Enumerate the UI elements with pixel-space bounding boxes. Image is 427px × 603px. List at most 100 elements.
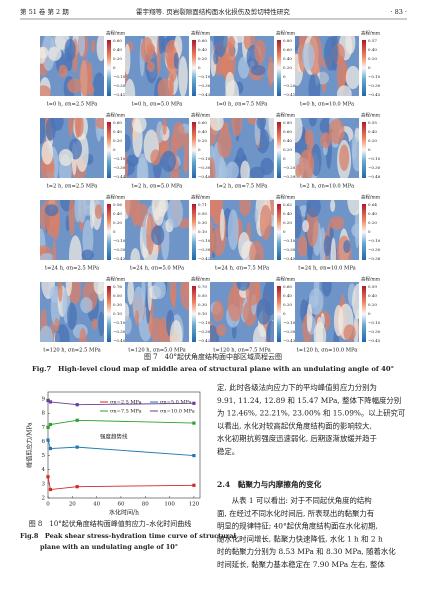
map-blob — [184, 282, 189, 299]
colorbar-tick-label: −0.10 — [368, 320, 381, 325]
colorbar-tick-label: −0.30 — [283, 329, 296, 334]
colorbar-title: 高程/mm — [106, 276, 126, 283]
colorbar-tick-label: −0.30 — [368, 329, 381, 334]
colorbar-tick-label: 0.50 — [198, 293, 207, 298]
colorbar-tick-label: 0.40 — [283, 138, 292, 143]
colorbar-tick-label: −0.10 — [198, 238, 211, 243]
colorbar-tick-label: 0.20 — [198, 56, 207, 61]
map-blob — [98, 311, 104, 337]
map-blob — [57, 282, 63, 302]
header-left: 第 51 卷 第 2 期 — [20, 7, 69, 16]
map-field — [300, 282, 359, 342]
map-blob — [153, 282, 166, 299]
colorbar-title: 高程/mm — [191, 276, 211, 283]
map-blob — [40, 118, 47, 145]
colorbar-tick-label: −0.30 — [368, 83, 381, 88]
map-blob — [225, 161, 239, 178]
colorbar-title: 高程/mm — [361, 194, 381, 201]
colorbar-tick-label: 0 — [283, 74, 286, 79]
colorbar-tick-label: 0.40 — [368, 129, 377, 134]
map-field — [40, 36, 104, 96]
colorbar-tick-label: 0.10 — [198, 311, 207, 316]
colorbar-tick-label: −0.43 — [283, 338, 296, 343]
cloud-map: 高程/mm0.56 0.40 0.20 0 −0.10 −0.30 −0.43 t=24 h,… — [40, 194, 126, 272]
map-blob — [92, 72, 104, 96]
series-line — [47, 419, 194, 428]
map-blob — [40, 85, 52, 96]
colorbar-tick-label: 0.40 — [368, 211, 377, 216]
map-blob — [231, 118, 243, 137]
map-blob — [212, 300, 224, 322]
map-blob — [219, 208, 225, 241]
x-axis-label: 水化时间/h — [109, 509, 139, 517]
colorbar-title: 高程/mm — [191, 30, 211, 37]
colorbar-tick-label: 0.20 — [283, 302, 292, 307]
map-blob — [233, 282, 238, 309]
map-blob — [132, 118, 143, 158]
series-line — [47, 439, 194, 457]
colorbar-tick-label: 0.20 — [368, 302, 377, 307]
map-blob — [52, 240, 57, 260]
map-blob — [69, 282, 82, 305]
map-blob — [336, 235, 352, 260]
colorbar-tick-label: −0.30 — [113, 165, 126, 170]
legend-label: σn=7.5 MPa — [110, 409, 142, 415]
map-field — [295, 118, 359, 178]
colorbar-title: 高程/mm — [361, 112, 381, 119]
colorbar-tick-label: −0.48 — [368, 174, 381, 179]
colorbar-tick-label: −0.30 — [198, 165, 211, 170]
map-blob — [308, 118, 317, 127]
colorbar-tick-label: 0.80 — [283, 38, 292, 43]
map-blob — [239, 200, 251, 216]
y-tick-label: 8 — [42, 411, 46, 417]
colorbar-tick-label: −0.10 — [113, 156, 126, 161]
map-blob — [167, 200, 183, 228]
map-blob — [140, 37, 154, 63]
body-line: 随水化时间增长, 黏聚力快速降低, 水化 1 h 和 2 h — [217, 534, 383, 543]
map-field — [125, 200, 189, 260]
map-blob — [345, 65, 359, 90]
map-blob — [323, 235, 332, 257]
map-blob — [210, 220, 214, 256]
body-line: 时间延长, 黏聚力基本稳定在 7.90 MPa 左右, 整体 — [217, 560, 385, 569]
y-tick-label: 9 — [42, 397, 46, 403]
colorbar-tick-label: 0 — [283, 229, 286, 234]
map-field — [125, 118, 189, 178]
colorbar-tick-label: −0.10 — [283, 238, 296, 243]
panel-label: t=2 h, σn=10.0 MPa — [300, 184, 354, 190]
map-blob — [151, 225, 165, 246]
colorbar-tick-label: −0.45 — [368, 338, 381, 343]
y-tick-label: 7 — [42, 425, 46, 431]
colorbar-tick-label: −0.45 — [368, 92, 381, 97]
cloud-map: 高程/mm0.60 0.40 0.20 0 −0.10 −0.30 −0.44 t=2 h, … — [40, 112, 126, 190]
colorbar-title: 高程/mm — [276, 112, 296, 119]
map-blob — [233, 36, 246, 43]
colorbar-title: 高程/mm — [191, 194, 211, 201]
colorbar-tick-label: 0.55 — [368, 120, 377, 125]
colorbar — [107, 122, 111, 178]
x-tick-label: 0 — [46, 502, 50, 508]
colorbar-tick-label: 0.60 — [198, 120, 207, 125]
map-blob — [321, 282, 332, 297]
map-blob — [319, 227, 326, 260]
map-blob — [68, 118, 74, 138]
map-blob — [297, 235, 309, 257]
x-tick-label: 40 — [93, 502, 100, 508]
panel-label: t=0 h, σn=5.0 MPa — [132, 102, 183, 108]
map-blob — [40, 253, 55, 260]
colorbar-tick-label: 0.20 — [283, 220, 292, 225]
colorbar-tick-label: 0.40 — [283, 211, 292, 216]
map-blob — [91, 318, 98, 330]
colorbar-tick-label: 0.20 — [113, 220, 122, 225]
map-blob — [125, 315, 132, 335]
panel-label: t=2 h, σn=2.5 MPa — [47, 184, 98, 190]
legend-label: σn=10.0 MPa — [160, 409, 195, 415]
colorbar-tick-label: 0.64 — [368, 202, 377, 207]
map-blob — [42, 161, 55, 173]
colorbar-tick-label: 0.10 — [113, 311, 122, 316]
map-blob — [78, 36, 86, 57]
map-blob — [306, 303, 313, 333]
map-blob — [328, 118, 345, 144]
colorbar-tick-label: −0.20 — [283, 165, 296, 170]
